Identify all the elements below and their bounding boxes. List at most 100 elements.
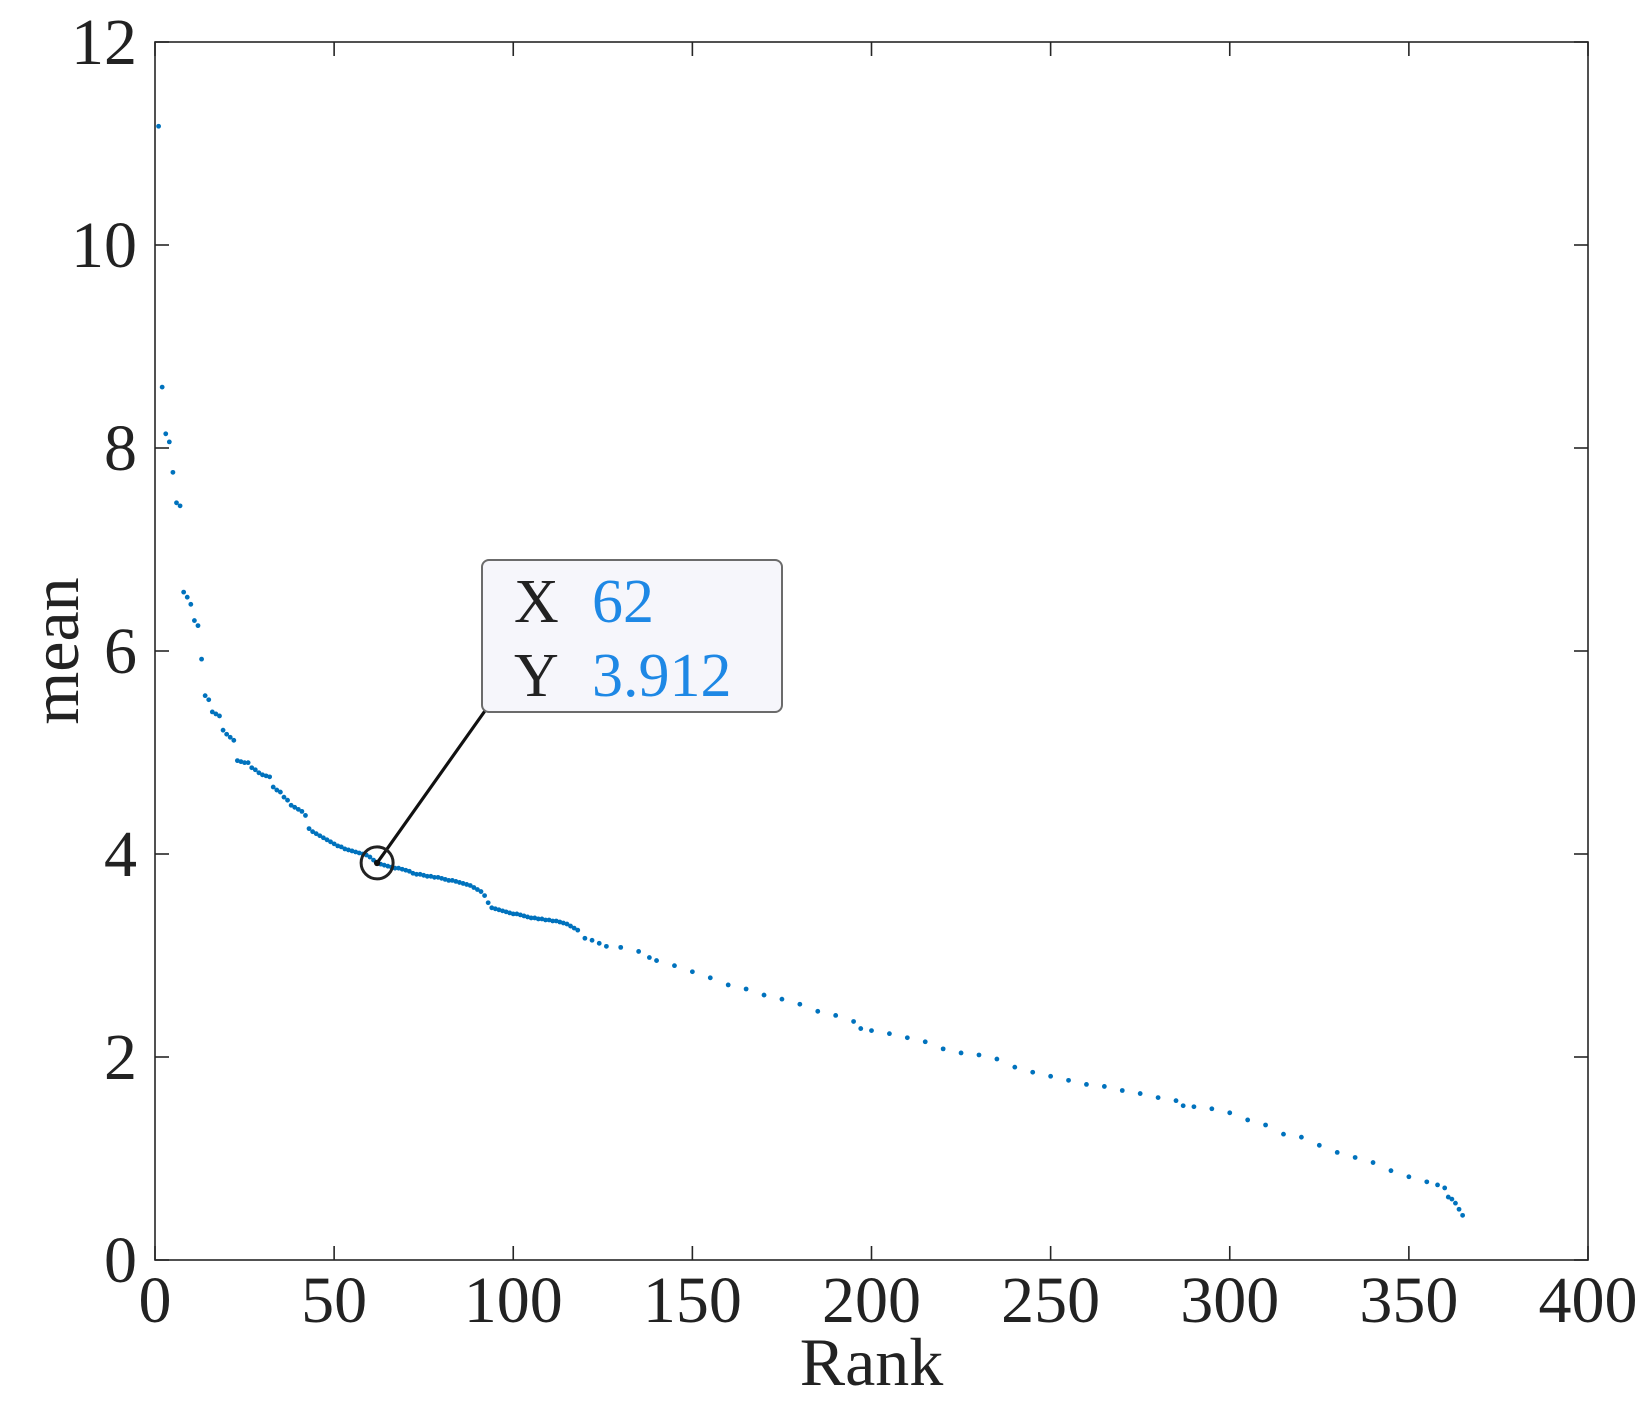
data-point (1101, 1084, 1107, 1089)
data-point (482, 893, 487, 899)
data-point (1263, 1122, 1268, 1128)
datatip-y-key: Y (514, 642, 559, 710)
data-point (285, 797, 290, 803)
data-point (367, 854, 373, 860)
data-point (1281, 1131, 1286, 1137)
data-point (571, 925, 577, 931)
data-point (306, 826, 312, 832)
data-point (310, 829, 316, 835)
datatip-marker-ring (359, 845, 395, 881)
data-points (156, 123, 1466, 1218)
data-point (1442, 1185, 1448, 1191)
data-point (1435, 1182, 1440, 1188)
data-point (958, 1050, 964, 1056)
data-point (1370, 1160, 1376, 1165)
axes: 0 50 100 150 200 250 300 350 400 0 2 4 6 8 10 12 (71, 6, 1638, 1337)
datatip-x-value: 62 (592, 568, 654, 636)
data-point (292, 804, 298, 810)
data-point (209, 709, 215, 715)
data-point (475, 887, 480, 892)
data-point (174, 500, 179, 506)
data-point (252, 767, 258, 773)
data-point (1453, 1200, 1458, 1206)
x-tick-label: 250 (1001, 1264, 1100, 1337)
data-point (328, 839, 333, 845)
data-point (1352, 1155, 1358, 1160)
data-point (424, 873, 430, 879)
data-point (195, 623, 201, 629)
data-point (281, 794, 287, 800)
data-point (761, 992, 767, 998)
data-point (1334, 1150, 1340, 1155)
data-point (550, 918, 556, 924)
data-point (528, 915, 534, 921)
data-point (904, 1035, 910, 1041)
data-point (242, 760, 247, 766)
datatip-x-key: X (514, 568, 559, 636)
data-point (446, 877, 452, 883)
data-point (414, 871, 419, 877)
data-point (1227, 1110, 1233, 1116)
x-tick-label: 400 (1539, 1264, 1638, 1337)
data-point (564, 921, 570, 927)
data-point (636, 949, 642, 954)
data-point (1449, 1196, 1455, 1202)
data-point (575, 927, 581, 933)
data-point (317, 833, 323, 839)
data-point (1460, 1212, 1466, 1218)
data-point (432, 874, 437, 880)
data-point (1180, 1103, 1186, 1109)
data-point (485, 900, 491, 906)
data-point (1299, 1134, 1304, 1140)
data-point (797, 1001, 803, 1007)
data-point (1245, 1117, 1251, 1123)
x-tick-label: 50 (301, 1264, 367, 1337)
datatip-leader-line (375, 707, 489, 864)
y-tick-label: 2 (104, 1021, 137, 1094)
data-point (582, 935, 588, 941)
datatip-box (481, 559, 783, 713)
data-point (188, 601, 194, 607)
data-point (543, 917, 548, 923)
data-point (1119, 1088, 1125, 1093)
data-point (725, 982, 731, 988)
data-point (256, 770, 262, 776)
data-point (589, 937, 595, 943)
x-tick-label: 350 (1359, 1264, 1458, 1337)
data-point (1066, 1077, 1071, 1083)
data-point (535, 916, 541, 922)
data-point (815, 1008, 821, 1014)
data-point (217, 713, 222, 719)
y-tick-label: 12 (71, 6, 137, 79)
data-point (1191, 1104, 1197, 1110)
data-point (1012, 1064, 1018, 1070)
data-point (231, 737, 237, 743)
data-point (1388, 1168, 1394, 1174)
data-point (1316, 1142, 1322, 1148)
data-point (672, 963, 677, 969)
data-point (206, 697, 212, 703)
data-point (922, 1039, 928, 1045)
data-point (471, 885, 477, 890)
datatip-marker-dot (373, 859, 381, 867)
data-point (887, 1031, 892, 1037)
data-point (994, 1056, 1000, 1062)
x-axis-label: Rank (800, 1324, 944, 1400)
data-point (199, 656, 204, 662)
data-point (1048, 1073, 1054, 1079)
datatip-y-value: 3.912 (592, 642, 732, 710)
data-point (1406, 1174, 1412, 1180)
data-point (274, 787, 280, 793)
y-tick-label: 8 (104, 412, 137, 485)
data-point (184, 594, 190, 600)
data-point (1137, 1091, 1143, 1096)
datatip[interactable]: X 62 Y 3.912 (359, 559, 783, 881)
y-axis-label: mean (17, 577, 93, 724)
data-point (1456, 1206, 1462, 1212)
data-point (324, 837, 330, 843)
data-point (1424, 1179, 1430, 1185)
data-point (406, 868, 412, 874)
data-point (1445, 1194, 1451, 1200)
